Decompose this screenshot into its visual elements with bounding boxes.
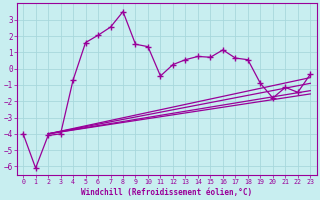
X-axis label: Windchill (Refroidissement éolien,°C): Windchill (Refroidissement éolien,°C) bbox=[81, 188, 252, 197]
